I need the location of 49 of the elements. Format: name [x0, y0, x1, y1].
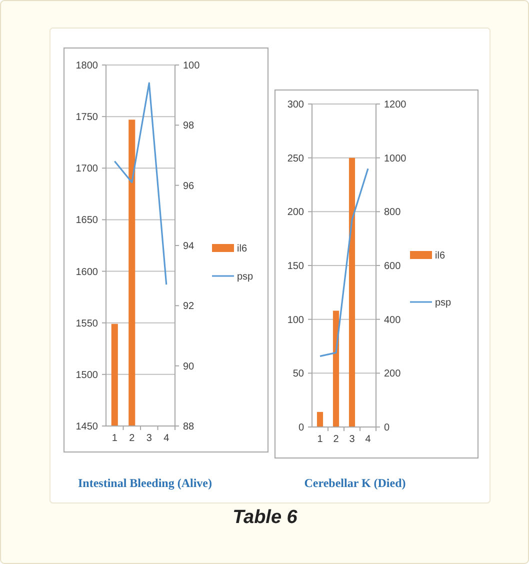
legend-label: psp	[435, 298, 452, 308]
y-tick-label: 1800	[76, 60, 98, 72]
y-tick-label: 1500	[76, 370, 98, 381]
y2-tick-label: 1200	[384, 100, 407, 110]
text: Intestinal Bleeding (Alive)	[78, 476, 212, 490]
y2-tick-label: 90	[183, 361, 195, 372]
y2-tick-label: 92	[183, 301, 195, 312]
y2-tick-label: 88	[183, 422, 195, 432]
y2-tick-label: 94	[183, 241, 195, 252]
y-tick-label: 150	[287, 261, 304, 272]
y2-tick-label: 800	[384, 207, 402, 218]
y-tick-label: 1600	[76, 266, 98, 278]
y2-tick-label: 200	[384, 368, 402, 380]
y2-tick-label: 400	[384, 314, 402, 326]
y2-tick-label: 600	[384, 261, 402, 272]
text: Cerebellar K (Died)	[304, 476, 406, 490]
line-series	[114, 82, 168, 286]
x-tick-label: 2	[333, 434, 340, 445]
line-series	[319, 168, 369, 358]
y-tick-label: 1550	[76, 318, 98, 330]
legend-label: il6	[237, 244, 248, 254]
legend-label: il6	[435, 250, 446, 262]
y-tick-label: 0	[298, 422, 304, 434]
y-tick-label: 300	[287, 100, 304, 110]
y2-tick-label: 100	[183, 60, 200, 72]
x-tick-label: 3	[146, 433, 152, 444]
y-tick-label: 1700	[76, 164, 98, 175]
x-tick-label: 4	[365, 434, 372, 445]
y-tick-label: 1750	[76, 112, 98, 124]
x-tick-label: 3	[349, 434, 356, 445]
y2-tick-label: 96	[183, 180, 195, 192]
y-tick-label: 250	[287, 153, 304, 164]
y-tick-label: 100	[287, 314, 304, 326]
y-tick-label: 1650	[76, 215, 98, 226]
x-tick-label: 2	[129, 433, 136, 444]
y2-tick-label: 98	[183, 120, 195, 132]
caption: Table 6	[232, 507, 298, 528]
bar	[332, 310, 340, 427]
legend-label: psp	[237, 272, 254, 282]
y2-tick-label: 0	[384, 422, 390, 434]
y-tick-label: 1450	[76, 422, 98, 432]
x-tick-label: 4	[164, 433, 170, 444]
y-tick-label: 50	[292, 368, 304, 380]
x-tick-label: 1	[112, 433, 118, 444]
x-tick-label: 1	[317, 434, 324, 445]
y2-tick-label: 1000	[384, 153, 407, 164]
bar	[348, 158, 356, 427]
bar	[316, 412, 324, 427]
y-tick-label: 200	[287, 207, 304, 218]
